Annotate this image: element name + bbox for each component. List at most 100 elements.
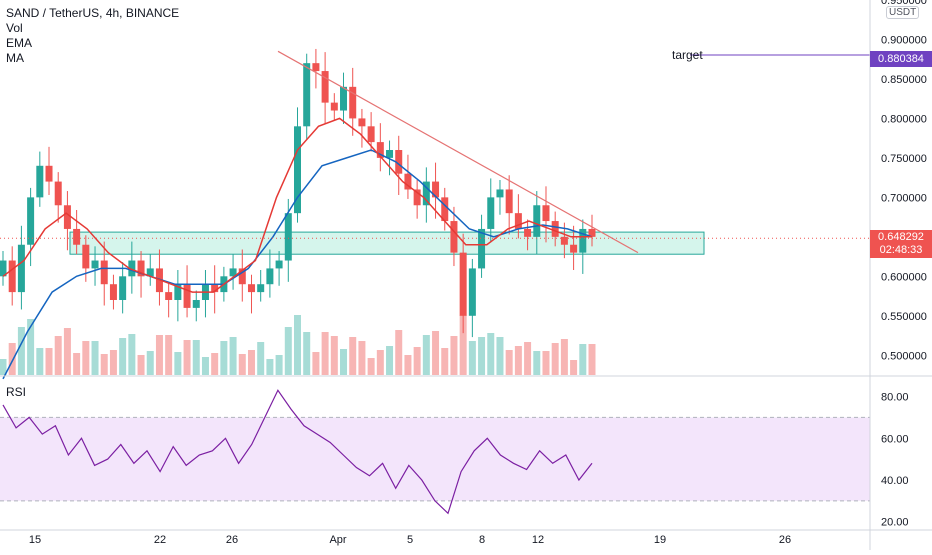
rsi-tick-label: 60.00 <box>881 433 909 445</box>
volume-bar <box>533 351 541 375</box>
candle-body <box>146 268 154 277</box>
trendline[interactable] <box>277 50 639 254</box>
legend-ema[interactable]: EMA <box>6 36 33 50</box>
volume-bar <box>54 336 62 375</box>
support-zone[interactable] <box>69 231 705 255</box>
chart-legend: SAND / TetherUS, 4h, BINANCE Vol EMA MA <box>6 6 179 66</box>
volume-bar <box>450 336 458 375</box>
volume-bar <box>514 346 522 375</box>
ma-polyline <box>2 149 593 380</box>
candle-body <box>496 189 504 198</box>
rsi-label[interactable]: RSI <box>6 385 27 399</box>
volume-bar <box>27 319 35 375</box>
price-tick-label: 0.850000 <box>881 74 927 86</box>
candle-body <box>266 268 274 285</box>
time-axis-ticks[interactable]: 15 22 26 Apr 5 8 12 19 26 <box>29 534 791 546</box>
ema-line <box>2 117 592 293</box>
volume-bar <box>376 350 384 375</box>
volume-bar <box>146 351 154 375</box>
candle-body <box>376 142 384 158</box>
volume-bar <box>174 352 182 375</box>
candle-body <box>395 150 403 174</box>
candle-body <box>165 292 173 300</box>
volume-bar <box>367 358 375 375</box>
time-tick-label: 15 <box>29 534 41 546</box>
volume-bar <box>340 349 348 375</box>
price-tick-label: 0.900000 <box>881 34 927 46</box>
volume-bar <box>119 338 127 375</box>
price-tick-label: 0.600000 <box>881 271 927 283</box>
symbol-title[interactable]: SAND / TetherUS, 4h, BINANCE <box>6 6 180 20</box>
volume-bar <box>82 341 90 375</box>
target-annotation[interactable]: target <box>672 48 703 62</box>
volume-bar <box>247 350 255 375</box>
candle-body <box>54 181 62 206</box>
candle-body <box>0 260 7 277</box>
volume-bar <box>358 341 366 375</box>
volume-bar <box>404 355 412 375</box>
candle-body <box>505 189 513 214</box>
volume-bar <box>201 357 209 375</box>
price-tick-label: 0.700000 <box>881 192 927 204</box>
volume-bar <box>165 335 173 375</box>
volume-bar <box>45 348 53 375</box>
candlesticks <box>0 48 596 338</box>
support-zone-rect <box>69 231 705 255</box>
candle-body <box>109 284 117 300</box>
candle-body <box>422 181 430 206</box>
volume-bar <box>579 344 587 375</box>
volume-bar <box>496 337 504 375</box>
volume-bar <box>73 353 81 375</box>
volume-bars <box>0 315 596 375</box>
candle-body <box>330 102 338 111</box>
time-tick-label: 22 <box>154 534 166 546</box>
legend-ma[interactable]: MA <box>6 51 24 65</box>
candle-body <box>560 236 568 245</box>
candle-body <box>284 213 292 261</box>
rsi-tick-label: 40.00 <box>881 475 909 487</box>
candle-body <box>487 197 495 229</box>
candle-body <box>73 228 81 245</box>
candle-body <box>303 63 311 127</box>
volume-bar <box>91 341 99 375</box>
time-tick-label: 19 <box>654 534 666 546</box>
volume-bar <box>294 315 301 375</box>
candle-body <box>27 197 35 245</box>
volume-bar <box>330 336 338 375</box>
volume-bar <box>192 340 200 375</box>
volume-bar <box>321 332 329 375</box>
volume-bar <box>183 340 191 375</box>
time-tick-label: 26 <box>226 534 238 546</box>
volume-bar <box>128 334 136 375</box>
candle-body <box>100 260 108 285</box>
volume-bar <box>275 355 283 375</box>
volume-bar <box>413 347 421 375</box>
volume-bar <box>257 342 265 375</box>
ma-line <box>2 149 593 380</box>
candle-body <box>340 86 348 111</box>
volume-bar <box>220 341 228 375</box>
rsi-band <box>0 417 870 501</box>
candle-body <box>570 244 578 253</box>
volume-bar <box>478 337 486 375</box>
candle-body <box>514 213 522 229</box>
volume-bar <box>36 348 44 375</box>
rsi-axis-ticks[interactable]: 80.00 60.00 40.00 20.00 <box>881 392 909 529</box>
candle-body <box>17 244 25 293</box>
candle-body <box>432 181 440 198</box>
candle-body <box>478 228 486 269</box>
price-tick-label: 0.500000 <box>881 350 927 362</box>
legend-vol[interactable]: Vol <box>6 21 23 35</box>
candle-body <box>358 118 366 127</box>
volume-bar <box>468 341 476 375</box>
candle-body <box>45 165 53 182</box>
volume-bar <box>505 350 513 375</box>
currency-badge[interactable]: USDT <box>886 6 920 19</box>
candle-body <box>82 244 90 269</box>
candle-body <box>349 86 357 119</box>
volume-bar <box>432 331 440 375</box>
rsi-line <box>2 389 593 515</box>
